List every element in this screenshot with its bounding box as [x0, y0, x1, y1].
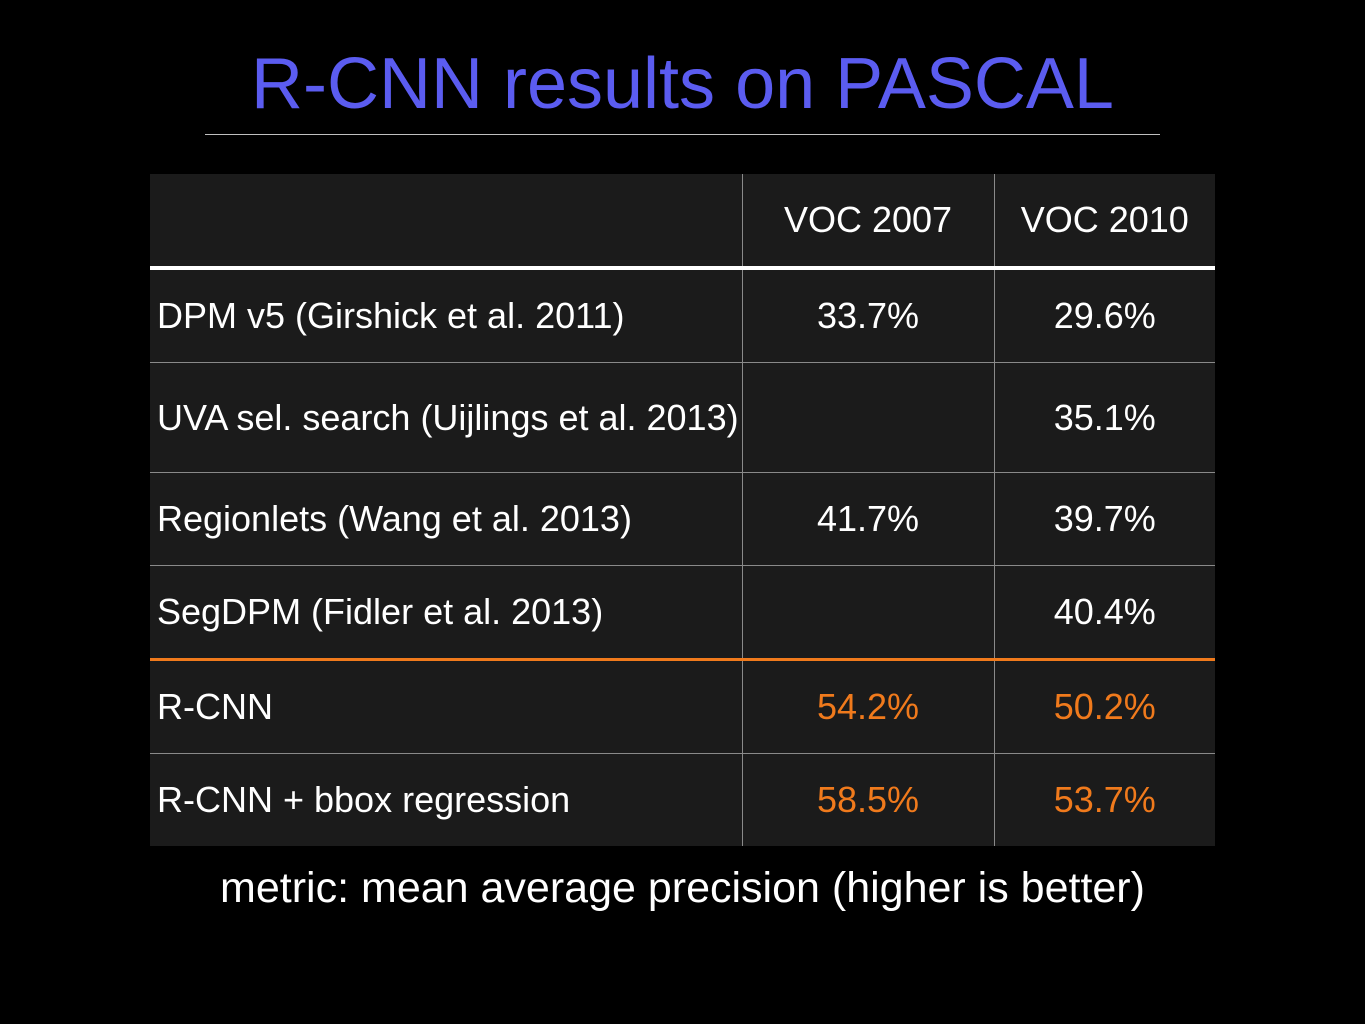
row-voc2010: 40.4%: [993, 565, 1215, 661]
results-table: VOC 2007 VOC 2010 DPM v5 (Girshick et al…: [150, 174, 1215, 846]
table-row: Regionlets (Wang et al. 2013) 41.7% 39.7…: [150, 472, 1215, 566]
title-divider: [205, 134, 1160, 135]
table-row: R-CNN + bbox regression 58.5% 53.7%: [150, 753, 1215, 846]
table-row: UVA sel. search (Uijlings et al. 2013) 3…: [150, 362, 1215, 473]
row-voc2007: 41.7%: [741, 472, 994, 566]
row-method: UVA sel. search (Uijlings et al. 2013): [150, 362, 742, 473]
header-voc2007: VOC 2007: [741, 174, 994, 270]
slide-title: R-CNN results on PASCAL: [251, 44, 1114, 124]
row-voc2007: [741, 362, 994, 473]
row-method: Regionlets (Wang et al. 2013): [150, 472, 742, 566]
row-voc2010: 35.1%: [993, 362, 1215, 473]
table-row: SegDPM (Fidler et al. 2013) 40.4%: [150, 565, 1215, 661]
row-voc2010: 53.7%: [993, 753, 1215, 846]
row-voc2007: 33.7%: [741, 268, 994, 363]
row-voc2010: 29.6%: [993, 268, 1215, 363]
row-voc2007: [741, 565, 994, 661]
table-row: DPM v5 (Girshick et al. 2011) 33.7% 29.6…: [150, 268, 1215, 363]
table-header-row: VOC 2007 VOC 2010: [150, 174, 1215, 270]
header-method: [150, 174, 742, 270]
row-method: R-CNN: [150, 659, 742, 754]
row-method: SegDPM (Fidler et al. 2013): [150, 565, 742, 661]
table-row: R-CNN 54.2% 50.2%: [150, 659, 1215, 754]
row-voc2010: 39.7%: [993, 472, 1215, 566]
metric-note: metric: mean average precision (higher i…: [220, 864, 1145, 912]
header-voc2010: VOC 2010: [993, 174, 1215, 270]
row-voc2010: 50.2%: [993, 659, 1215, 754]
row-method: R-CNN + bbox regression: [157, 779, 571, 820]
row-voc2007: 54.2%: [741, 659, 994, 754]
row-method: DPM v5 (Girshick et al. 2011): [150, 268, 742, 363]
row-voc2007: 58.5%: [741, 753, 994, 846]
